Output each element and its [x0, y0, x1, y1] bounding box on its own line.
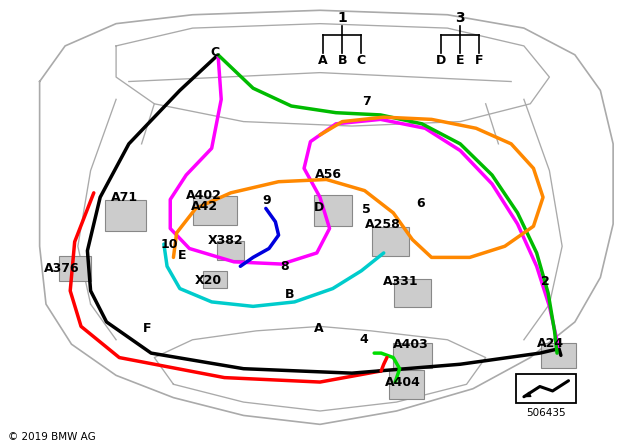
Text: A376: A376	[44, 262, 79, 275]
Text: A: A	[318, 54, 328, 67]
Text: F: F	[143, 322, 151, 335]
Text: F: F	[475, 54, 484, 67]
Text: A71: A71	[111, 191, 138, 204]
Text: A403: A403	[392, 338, 428, 351]
Text: 10: 10	[160, 237, 178, 250]
Text: D: D	[314, 201, 324, 214]
FancyBboxPatch shape	[393, 343, 432, 368]
Text: 6: 6	[417, 198, 425, 211]
Text: 9: 9	[262, 194, 271, 207]
Text: 5: 5	[362, 203, 371, 216]
FancyBboxPatch shape	[372, 227, 408, 256]
FancyBboxPatch shape	[388, 370, 424, 399]
Text: A24: A24	[537, 337, 564, 350]
Text: B: B	[337, 54, 347, 67]
Text: A42: A42	[191, 200, 218, 213]
FancyBboxPatch shape	[203, 271, 227, 288]
Text: X382: X382	[208, 234, 243, 247]
Text: B: B	[285, 288, 295, 301]
Text: C: C	[357, 54, 366, 67]
FancyBboxPatch shape	[541, 343, 577, 368]
Text: A331: A331	[383, 276, 418, 289]
FancyBboxPatch shape	[218, 241, 244, 260]
FancyBboxPatch shape	[314, 195, 352, 226]
Text: A: A	[314, 322, 324, 335]
Text: © 2019 BMW AG: © 2019 BMW AG	[8, 432, 95, 442]
Text: 506435: 506435	[527, 408, 566, 418]
FancyBboxPatch shape	[59, 256, 91, 281]
Text: E: E	[177, 249, 186, 262]
Text: 3: 3	[456, 11, 465, 25]
Text: A258: A258	[365, 217, 401, 231]
Text: X20: X20	[195, 275, 222, 288]
FancyBboxPatch shape	[516, 374, 577, 403]
Text: D: D	[436, 54, 446, 67]
Text: E: E	[456, 54, 465, 67]
FancyBboxPatch shape	[394, 279, 431, 307]
Text: 2: 2	[541, 276, 550, 289]
Text: C: C	[211, 46, 220, 59]
FancyBboxPatch shape	[193, 196, 237, 225]
Text: 8: 8	[281, 260, 289, 273]
Text: 1: 1	[337, 11, 347, 25]
Text: A402: A402	[186, 189, 222, 202]
Text: A404: A404	[385, 375, 420, 388]
Text: 4: 4	[359, 333, 368, 346]
Text: 7: 7	[362, 95, 371, 108]
FancyBboxPatch shape	[105, 199, 147, 231]
Text: A56: A56	[315, 168, 342, 181]
